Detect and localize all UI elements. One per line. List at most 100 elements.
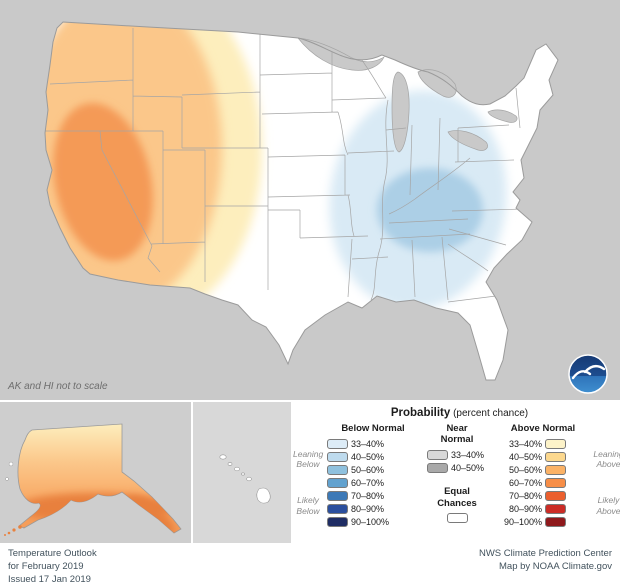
legend-swatch-label: 80–90%: [351, 503, 385, 514]
noaa-logo: [568, 354, 608, 394]
legend-row: 70–80%: [495, 489, 591, 502]
near-normal-rows: 33–40% 40–50%: [419, 448, 495, 474]
caption-line: for February 2019: [8, 560, 84, 572]
legend-swatch-label: 40–50%: [450, 462, 485, 473]
legend-swatch-label: 33–40%: [508, 438, 542, 449]
noaa-gull-icon: [571, 370, 592, 380]
likely-above-label: Likely Above: [596, 495, 620, 516]
legend-near-column: Near Normal 33–40% 40–50% Equal Chances: [419, 423, 495, 528]
outlook-caption: Temperature Outlook for February 2019 Is…: [8, 548, 97, 585]
credit-line: NWS Climate Prediction Center: [478, 548, 612, 559]
legend-row: 60–70%: [495, 476, 591, 489]
legend-row: 33–40%: [419, 448, 495, 461]
legend-row: 40–50%: [327, 450, 419, 463]
legend-swatch-label: 60–70%: [508, 477, 542, 488]
alaska-map: [4, 423, 182, 536]
legend-swatch: [426, 462, 448, 473]
legend-row: 80–90%: [327, 502, 419, 515]
legend-row: 40–50%: [495, 450, 591, 463]
conus-map: AK and HI not to scale: [0, 0, 620, 400]
credit-line: Map by NOAA Climate.gov: [499, 560, 612, 572]
lake-ontario: [487, 109, 518, 123]
legend-above-column: Above Normal 33–40% 40–50% 50–60% 60–70% 70–…: [495, 423, 591, 528]
legend-row: 50–60%: [327, 463, 419, 476]
above-normal-rows: 33–40% 40–50% 50–60% 60–70% 70–80% 80–90% 90–1…: [495, 437, 591, 528]
legend-row: 50–60%: [495, 463, 591, 476]
below-normal-40-50-region: [377, 168, 483, 252]
legend-swatch: [545, 438, 566, 449]
alaska-inset: [0, 402, 193, 543]
legend-title: Probability (percent chance): [293, 402, 620, 419]
legend-grid: Leaning Below Likely Below Below Normal …: [293, 419, 620, 528]
below-normal-rows: 33–40% 40–50% 50–60% 60–70% 70–80% 80–90% 90–1…: [327, 437, 419, 528]
legend-swatch-label: 60–70%: [351, 477, 385, 488]
legend-swatch-label: 40–50%: [508, 451, 542, 462]
us-temperature-map: [44, 21, 608, 394]
legend-side-left: Leaning Below Likely Below: [293, 423, 323, 528]
leaning-below-label: Leaning Below: [293, 449, 324, 470]
probability-shading: [45, 22, 507, 318]
noaa-gull-icon: [583, 364, 606, 374]
hawaii-inset: [193, 402, 293, 543]
legend-swatch: [327, 503, 348, 514]
legend-swatch-label: 33–40%: [351, 438, 385, 449]
legend-row: 40–50%: [419, 461, 495, 474]
above-normal-header: Above Normal: [510, 423, 576, 434]
hawaiian-islands: [219, 454, 271, 504]
legend-swatch: [327, 490, 348, 501]
above-normal-50-60-region: [53, 103, 153, 261]
legend-swatch-label: 33–40%: [450, 449, 485, 460]
legend-swatch: [327, 516, 348, 527]
legend: Probability (percent chance) Leaning Bel…: [293, 402, 620, 543]
legend-swatch-label: 90–100%: [503, 516, 542, 527]
leaning-above-label: Leaning Above: [593, 449, 620, 470]
equal-chances-swatch: [446, 512, 468, 523]
attribution-footer: Temperature Outlook for February 2019 Is…: [0, 543, 620, 585]
legend-swatch-label: 40–50%: [351, 451, 385, 462]
legend-swatch: [327, 477, 348, 488]
legend-swatch: [545, 503, 566, 514]
legend-row: 70–80%: [327, 489, 419, 502]
legend-swatch: [545, 451, 566, 462]
aleutian-islands: [4, 525, 22, 536]
legend-title-word: Probability: [390, 407, 451, 419]
legend-swatch-label: 70–80%: [508, 490, 542, 501]
source-credit: NWS Climate Prediction Center Map by NOA…: [479, 548, 612, 574]
legend-swatch: [327, 438, 348, 449]
legend-swatch: [426, 449, 448, 460]
legend-swatch-label: 90–100%: [351, 516, 390, 527]
caption-line: Issued 17 Jan 2019: [8, 573, 91, 585]
legend-swatch: [327, 464, 348, 475]
legend-title-suffix: (percent chance): [453, 408, 529, 419]
likely-below-label: Likely Below: [296, 495, 320, 516]
legend-swatch-label: 50–60%: [508, 464, 542, 475]
legend-swatch: [327, 451, 348, 462]
inset-and-legend-row: Probability (percent chance) Leaning Bel…: [0, 400, 620, 543]
near-normal-header: Near Normal: [440, 423, 474, 445]
legend-swatch-label: 50–60%: [351, 464, 385, 475]
legend-swatch-label: 80–90%: [508, 503, 542, 514]
legend-side-right: Leaning Above Likely Above: [591, 423, 620, 528]
bering-islands: [5, 461, 14, 481]
legend-swatch: [545, 477, 566, 488]
legend-row: 33–40%: [327, 437, 419, 450]
legend-swatch: [545, 516, 566, 527]
legend-row: 60–70%: [327, 476, 419, 489]
below-normal-header: Below Normal: [341, 423, 405, 434]
lake-michigan: [391, 71, 410, 153]
legend-row: 90–100%: [495, 515, 591, 528]
caption-line: Temperature Outlook: [8, 548, 97, 559]
state-boundaries: [45, 28, 525, 303]
legend-swatch-label: 70–80%: [351, 490, 385, 501]
legend-swatch: [545, 490, 566, 501]
legend-below-column: Below Normal 33–40% 40–50% 50–60% 60–70% 70–…: [323, 423, 419, 528]
lake-huron: [417, 69, 457, 98]
legend-swatch: [545, 464, 566, 475]
scale-note: AK and HI not to scale: [8, 381, 108, 392]
alaska-above-normal-core: [17, 493, 175, 533]
legend-row: 80–90%: [495, 502, 591, 515]
hawaii-map: [219, 454, 271, 504]
legend-row: 33–40%: [495, 437, 591, 450]
legend-row: 90–100%: [327, 515, 419, 528]
